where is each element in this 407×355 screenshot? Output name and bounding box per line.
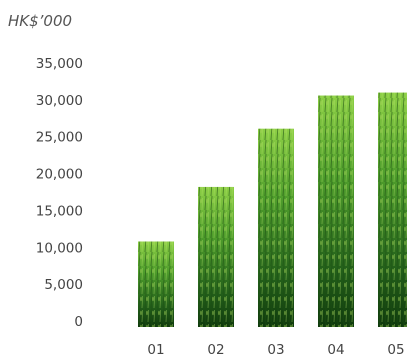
bar-texture [378,92,407,328]
bar-01 [138,241,174,327]
x-tick-label: 02 [207,342,224,355]
bar-05 [378,92,407,328]
bar-02 [198,186,234,327]
bar-texture [258,128,294,327]
bar-texture [198,186,234,327]
y-tick-label: 35,000 [36,56,83,72]
bars [138,92,407,328]
y-tick-label: 20,000 [36,167,83,183]
bar-04 [318,95,354,327]
y-tick-label: 5,000 [44,277,83,293]
y-axis: 0 5,000 10,000 15,000 20,000 25,000 30,000 35,0… [36,56,83,330]
y-tick-label: 30,000 [36,93,83,109]
x-tick-label: 03 [267,342,284,355]
y-tick-label: 10,000 [36,240,83,256]
bar-03 [258,128,294,327]
y-tick-label: 25,000 [36,130,83,146]
x-tick-label: 04 [327,342,344,355]
y-tick-label: 15,000 [36,203,83,219]
x-tick-label: 05 [387,342,404,355]
y-tick-label: 0 [74,314,83,330]
bar-texture [318,95,354,327]
unit-label: HK$’000 [8,12,72,30]
bar-texture [138,241,174,327]
x-axis: 01 02 03 04 05 [147,342,404,355]
x-tick-label: 01 [147,342,164,355]
